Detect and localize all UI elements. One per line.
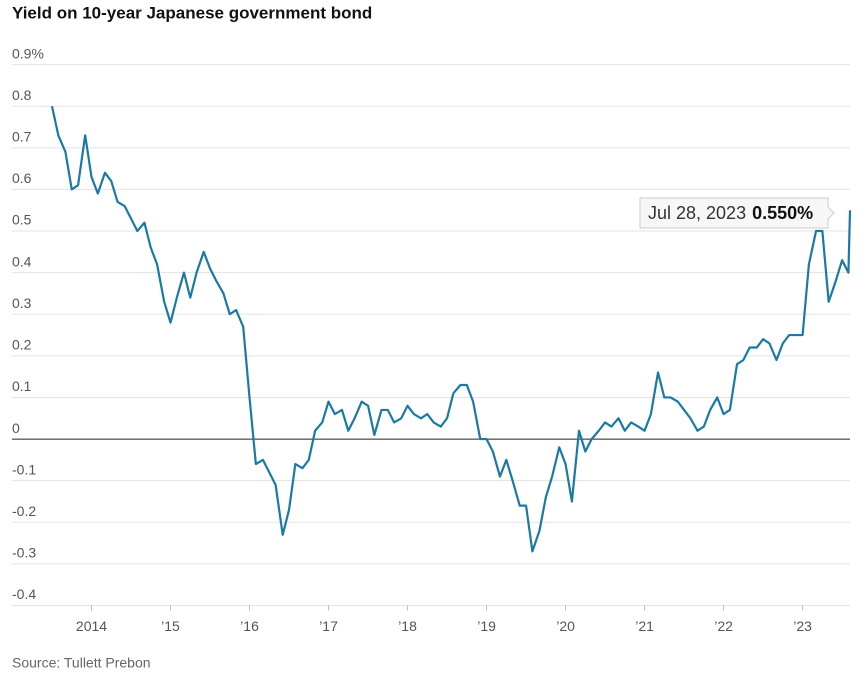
data-line — [50, 105, 852, 553]
x-tick-label: ’15 — [161, 618, 180, 634]
x-tick-label: ’23 — [793, 618, 812, 634]
x-tick-label: ’17 — [319, 618, 338, 634]
tooltip-text: Jul 28, 2023 0.550% — [648, 203, 813, 223]
y-tick-label: 0.9% — [12, 45, 44, 61]
source: Source: Tullett Prebon — [12, 655, 151, 671]
y-tick-label: 0.8 — [12, 87, 32, 103]
x-tick-label: 2014 — [76, 618, 107, 634]
x-tick-label: ’16 — [240, 618, 259, 634]
y-tick-label: -0.3 — [12, 545, 36, 561]
y-tick-label: 0.5 — [12, 212, 32, 228]
tooltip-date: Jul 28, 2023 — [648, 203, 746, 223]
y-tick-label: 0.3 — [12, 295, 32, 311]
x-tick-label: ’22 — [714, 618, 733, 634]
y-tick-label: 0.1 — [12, 378, 32, 394]
tooltip-value: 0.550% — [752, 203, 813, 223]
x-tick-label: ’19 — [477, 618, 496, 634]
tooltip: Jul 28, 2023 0.550% — [639, 197, 835, 229]
x-tick-label: ’21 — [635, 618, 654, 634]
y-tick-label: -0.4 — [12, 586, 36, 602]
x-tick-label: ’20 — [556, 618, 575, 634]
y-tick-label: 0 — [12, 420, 20, 436]
chart-title: Yield on 10-year Japanese government bon… — [12, 3, 372, 22]
x-tick-label: ’18 — [398, 618, 417, 634]
y-tick-label: -0.2 — [12, 503, 36, 519]
y-tick-label: 0.6 — [12, 170, 32, 186]
y-tick-label: 0.4 — [12, 253, 32, 269]
y-tick-label: -0.1 — [12, 461, 36, 477]
y-tick-label: 0.2 — [12, 337, 32, 353]
tooltip-box — [639, 197, 835, 229]
y-tick-label: 0.7 — [12, 129, 32, 145]
